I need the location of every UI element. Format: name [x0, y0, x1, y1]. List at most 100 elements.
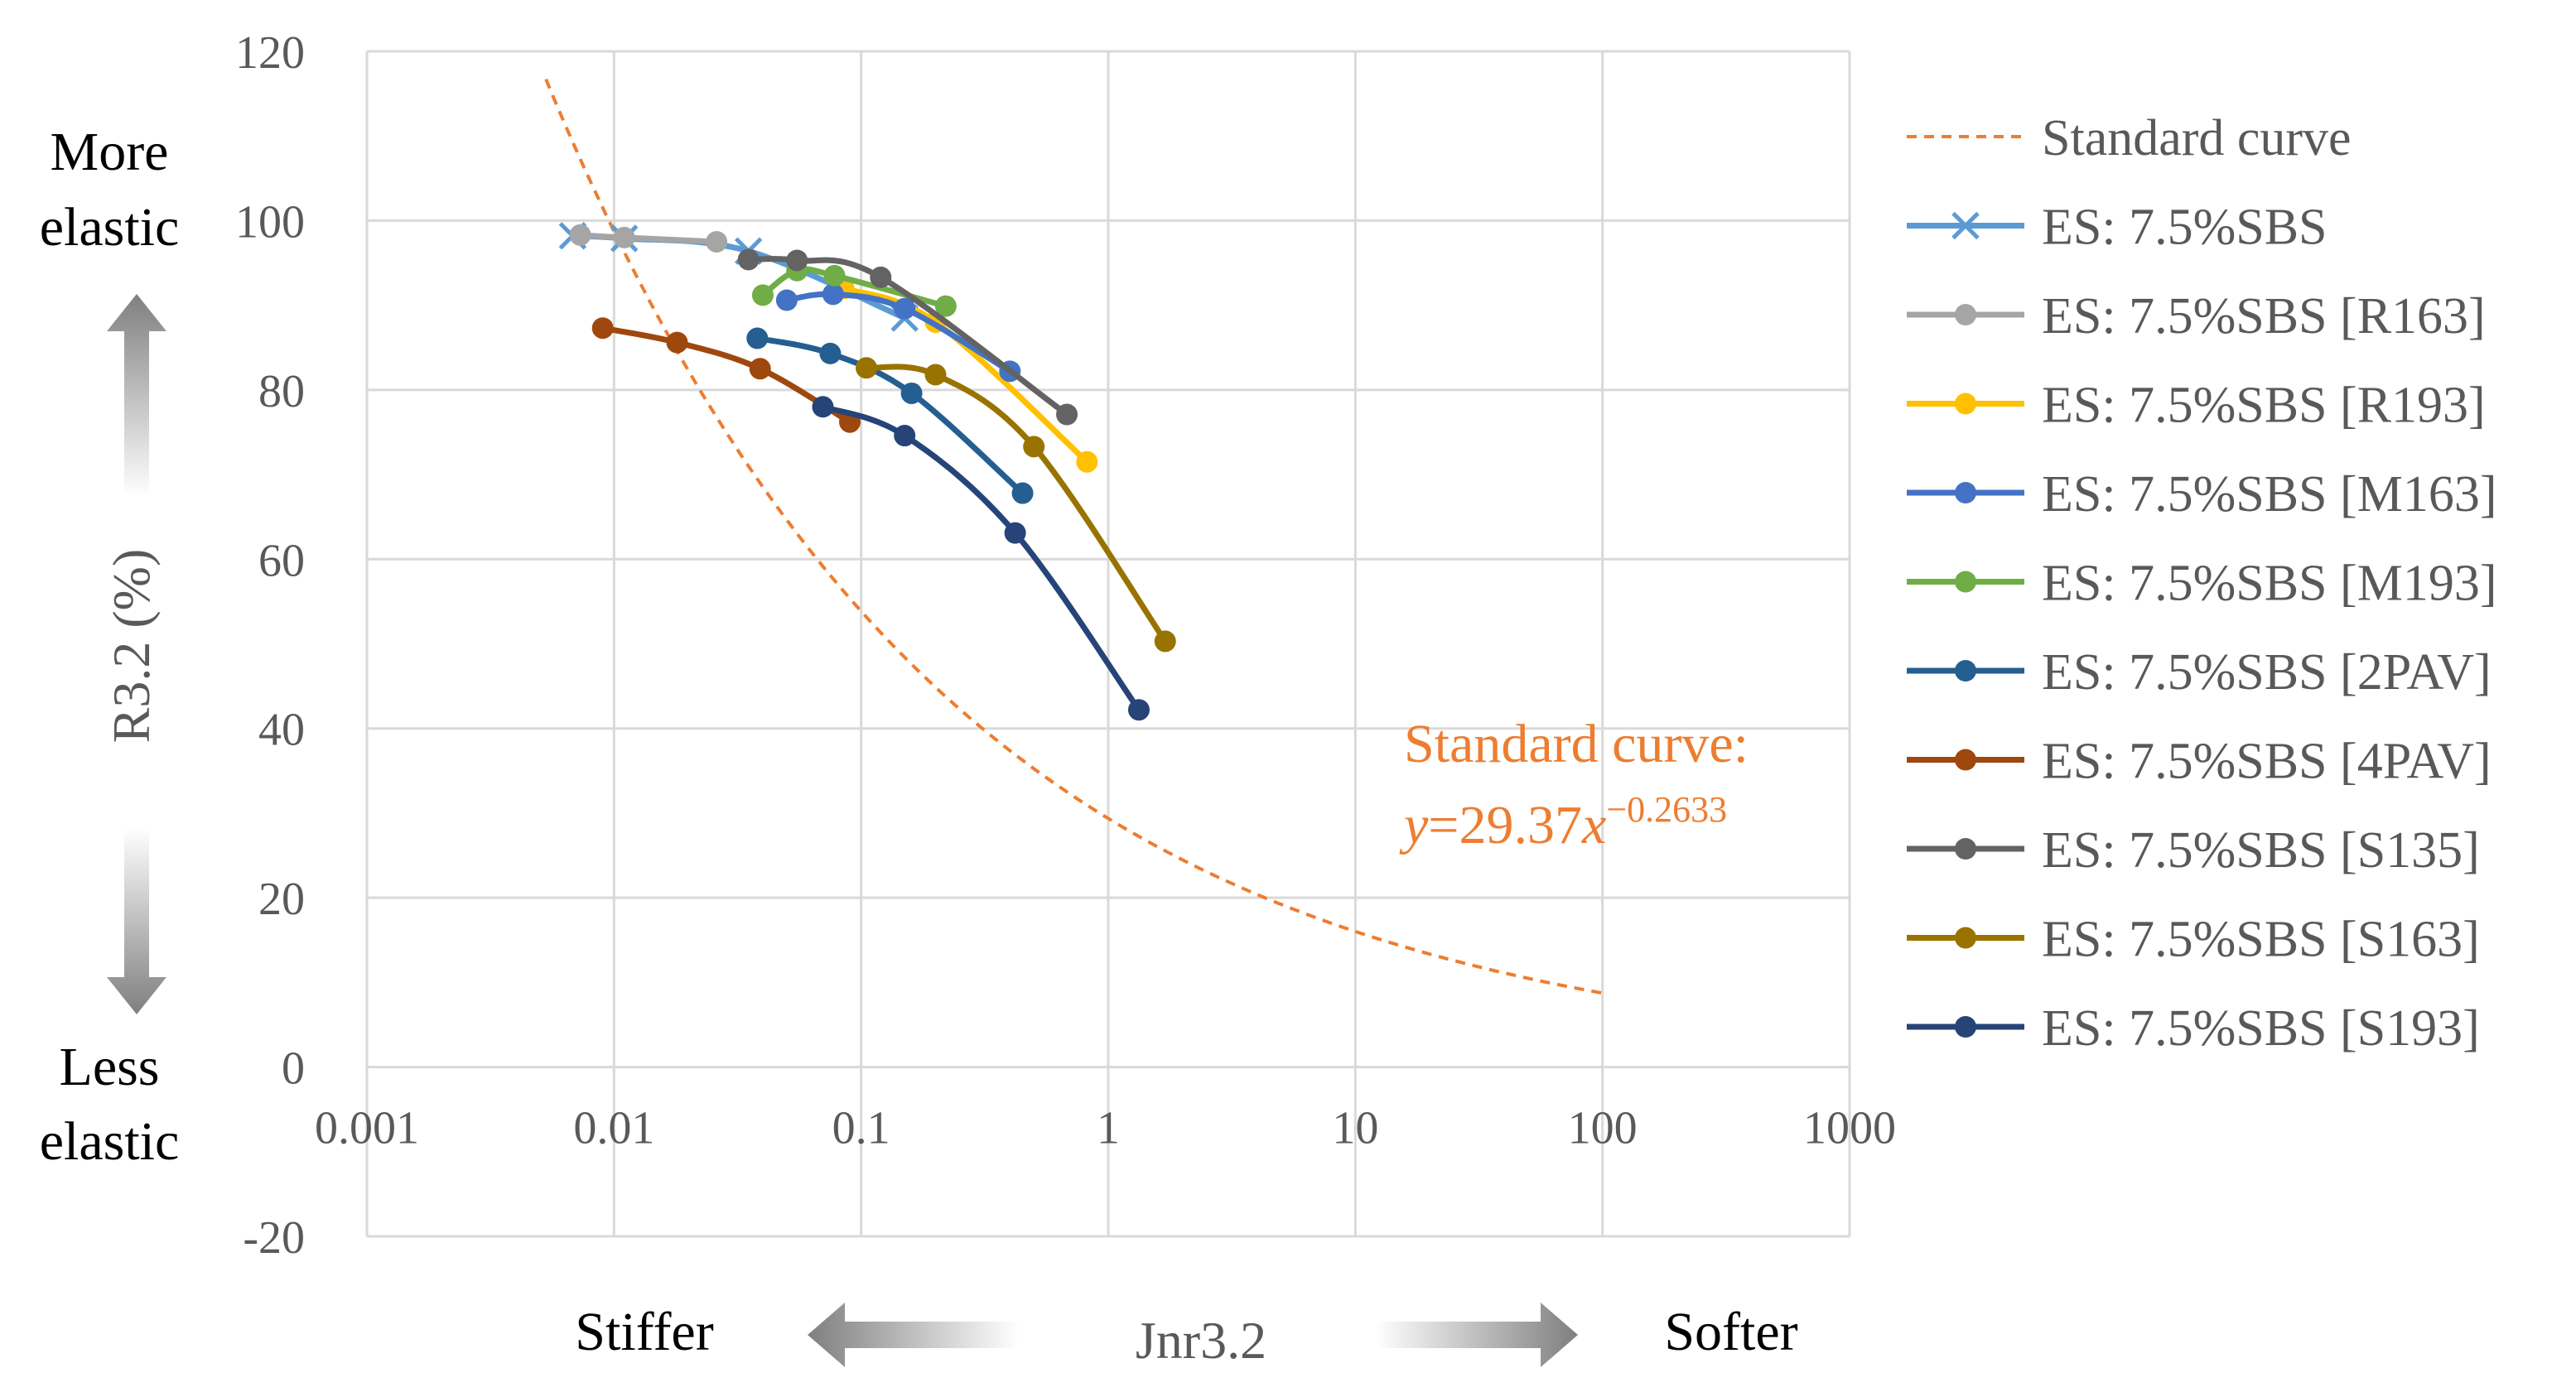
data-point	[894, 297, 916, 320]
legend-item: ES: 7.5%SBS [2PAV]	[1907, 644, 2492, 701]
legend-marker	[1955, 482, 1976, 503]
legend-item: Standard curve	[1907, 110, 2352, 166]
legend-item: ES: 7.5%SBS [R163]	[1907, 288, 2486, 344]
legend-item: ES: 7.5%SBS	[1907, 200, 2328, 256]
data-point	[746, 327, 769, 349]
legend-marker	[1951, 211, 1980, 240]
data-point	[900, 382, 923, 404]
data-point	[870, 266, 892, 288]
legend-label: ES: 7.5%SBS	[2042, 200, 2328, 256]
y-tick-label: 0	[282, 1043, 305, 1095]
x-tick-labels: 0.001 0.01 0.1 1 10 100 1000	[315, 1103, 1896, 1154]
data-point	[823, 264, 846, 287]
y-tick-label: 120	[235, 27, 305, 79]
y-bottom-label-line1: Less	[60, 1037, 160, 1097]
data-point	[737, 248, 760, 271]
legend-label: ES: 7.5%SBS [M163]	[2042, 466, 2496, 523]
data-point	[1056, 403, 1078, 426]
y-tick-label: 20	[258, 874, 305, 925]
legend-item: ES: 7.5%SBS [S193]	[1907, 1000, 2480, 1057]
x-axis-title: Jnr3.2	[1136, 1311, 1266, 1370]
legend-marker	[1955, 838, 1976, 860]
legend-marker	[1955, 660, 1976, 682]
legend-item: ES: 7.5%SBS [M193]	[1907, 556, 2496, 612]
legend-item: ES: 7.5%SBS [R193]	[1907, 378, 2486, 434]
y-top-label-line2: elastic	[40, 197, 180, 258]
x-tick-label: 0.1	[832, 1103, 890, 1154]
arrow-right-icon	[1375, 1303, 1578, 1367]
legend-label: ES: 7.5%SBS [R193]	[2042, 378, 2486, 434]
data-point	[1127, 699, 1150, 721]
legend-item: ES: 7.5%SBS [4PAV]	[1907, 734, 2492, 790]
legend-label: ES: 7.5%SBS [4PAV]	[2042, 734, 2492, 790]
y-bottom-label-line2: elastic	[40, 1111, 180, 1172]
x-tick-label: 0.001	[315, 1103, 419, 1154]
series-group	[569, 224, 728, 253]
x-tick-label: 10	[1332, 1103, 1378, 1154]
standard-curve-equation: y=29.37x−0.2633	[1399, 789, 1727, 855]
legend-marker	[1955, 1016, 1976, 1038]
y-tick-label: 40	[258, 705, 305, 756]
data-point	[569, 224, 591, 246]
x-tick-label: 100	[1568, 1103, 1638, 1154]
legend-item: ES: 7.5%SBS [S135]	[1907, 822, 2480, 879]
legend-label: ES: 7.5%SBS [S135]	[2042, 822, 2480, 879]
y-tick-label: 60	[258, 535, 305, 586]
data-point	[666, 331, 688, 354]
standard-curve-line	[544, 78, 1604, 995]
legend-label: ES: 7.5%SBS [M193]	[2042, 556, 2496, 612]
x-right-label: Softer	[1664, 1302, 1797, 1362]
legend-marker	[1955, 927, 1976, 949]
x-tick-label: 1000	[1803, 1103, 1896, 1154]
series-group	[737, 248, 1078, 426]
data-point	[613, 226, 635, 248]
data-point	[822, 283, 844, 306]
equation-y-var: y	[1399, 795, 1429, 855]
equation-x-var: x	[1581, 795, 1606, 855]
data-point	[934, 295, 957, 317]
x-tick-label: 0.01	[573, 1103, 654, 1154]
arrow-left-icon	[808, 1303, 1019, 1367]
grid	[365, 50, 1851, 1238]
series-line	[577, 232, 720, 245]
series-line	[754, 335, 1025, 497]
equation-exponent: −0.2633	[1606, 789, 1727, 830]
y-tick-labels: 120 100 80 60 40 20 0 -20	[235, 27, 305, 1264]
arrow-down-icon	[107, 828, 166, 1014]
series-line	[600, 325, 853, 426]
legend-marker	[1955, 304, 1976, 325]
data-point	[749, 358, 771, 380]
plot-area	[544, 78, 1604, 995]
y-axis-title: R3.2 (%)	[102, 549, 161, 744]
data-point	[706, 230, 728, 253]
data-point	[1154, 630, 1176, 653]
legend-item: ES: 7.5%SBS [S163]	[1907, 912, 2480, 968]
data-point	[819, 342, 842, 364]
data-point	[751, 284, 774, 306]
y-tick-label: 80	[258, 366, 305, 417]
series-group	[746, 327, 1034, 504]
data-point	[775, 289, 798, 311]
data-point	[924, 364, 947, 386]
y-top-label-line1: More	[51, 122, 169, 182]
series-group	[812, 396, 1150, 721]
series-line	[784, 291, 1013, 374]
legend-label: ES: 7.5%SBS [R163]	[2042, 288, 2486, 344]
series-group	[855, 357, 1176, 653]
data-point	[1076, 450, 1098, 473]
equation-coefficient: =29.37	[1428, 795, 1582, 855]
data-point	[1023, 436, 1045, 458]
series-line	[745, 256, 1070, 417]
series-line	[863, 364, 1169, 644]
legend: Standard curve ES: 7.5%SBS ES: 7.5%SBS [R1…	[1907, 110, 2496, 1057]
y-tick-label: 100	[235, 196, 305, 248]
x-tick-label: 1	[1097, 1103, 1120, 1154]
data-point	[812, 396, 834, 418]
standard-curve-annotation-line1: Standard curve:	[1404, 714, 1749, 774]
data-point	[855, 357, 877, 379]
x-left-label: Stiffer	[575, 1302, 713, 1362]
legend-label: ES: 7.5%SBS [S163]	[2042, 912, 2480, 968]
legend-marker	[1955, 393, 1976, 415]
legend-marker	[1955, 749, 1976, 771]
